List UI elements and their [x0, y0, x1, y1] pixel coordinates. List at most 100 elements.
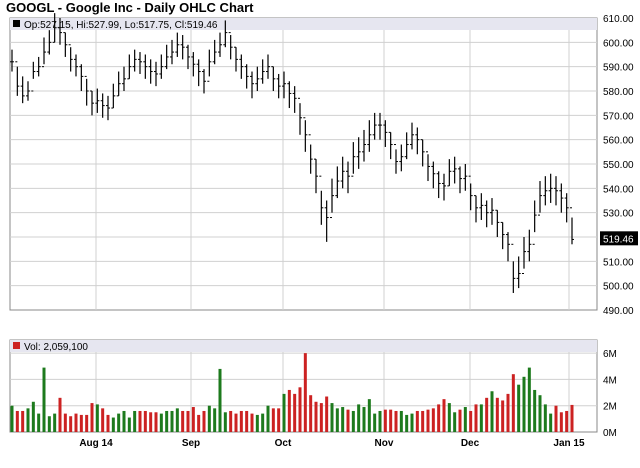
- volume-bar: [554, 405, 558, 432]
- volume-bar: [191, 407, 195, 432]
- volume-bar: [346, 409, 350, 432]
- volume-bar: [293, 393, 297, 432]
- volume-bar: [543, 404, 547, 432]
- volume-legend-swatch: [13, 342, 20, 349]
- price-bars: [10, 13, 574, 293]
- volume-bar: [405, 414, 409, 432]
- volume-bar: [325, 396, 329, 432]
- ohlc-legend: Op:527.15, Hi:527.99, Lo:517.75, Cl:519.…: [24, 20, 218, 31]
- volume-bar: [117, 413, 121, 432]
- volume-bar: [154, 412, 158, 432]
- volume-bar: [389, 409, 393, 432]
- x-tick-label: Oct: [275, 438, 292, 449]
- volume-bar: [437, 404, 441, 432]
- volume-bar: [463, 407, 467, 432]
- volume-bar: [399, 410, 403, 432]
- volume-bar: [58, 397, 62, 432]
- price-tick-label: 570.00: [603, 111, 634, 122]
- volume-bar: [85, 414, 89, 432]
- volume-bar: [239, 410, 243, 432]
- volume-panel-header: [10, 340, 597, 352]
- volume-bar: [565, 410, 569, 432]
- volume-tick-label: 2M: [603, 402, 617, 413]
- volume-bar: [138, 410, 142, 432]
- volume-bar: [341, 407, 345, 432]
- volume-bar: [26, 408, 30, 432]
- x-axis: Aug 14 Sep Oct Nov Dec Jan 15: [79, 438, 585, 449]
- volume-bar: [111, 417, 115, 432]
- volume-bar: [175, 408, 179, 432]
- volume-bar: [90, 403, 94, 432]
- volume-bar: [261, 413, 265, 432]
- volume-bar: [95, 404, 99, 432]
- volume-bar: [570, 404, 574, 432]
- volume-bar: [53, 413, 57, 432]
- volume-bar: [181, 410, 185, 432]
- price-tick-label: 490.00: [603, 306, 634, 317]
- volume-bar: [234, 413, 238, 432]
- last-price-box: [600, 231, 638, 246]
- volume-bar: [159, 413, 163, 432]
- ohlc-legend-swatch: [13, 20, 20, 27]
- volume-bar: [143, 410, 147, 432]
- price-tick-label: 500.00: [603, 282, 634, 293]
- volume-bar: [431, 408, 435, 432]
- volume-bar: [213, 408, 217, 432]
- volume-bar: [426, 409, 430, 432]
- volume-bar: [106, 414, 110, 432]
- volume-bar: [522, 376, 526, 432]
- price-axis: 610.00 600.00 590.00 580.00 570.00 560.00 550.…: [600, 14, 638, 317]
- volume-bar: [410, 413, 414, 432]
- x-tick-label: Dec: [461, 438, 480, 449]
- volume-bar: [362, 407, 366, 432]
- volume-bar: [527, 367, 531, 432]
- volume-bar: [447, 403, 451, 432]
- price-tick-label: 610.00: [603, 14, 634, 25]
- volume-bar: [250, 413, 254, 432]
- volume-bar: [133, 410, 137, 432]
- price-panel-header: [10, 18, 597, 30]
- volume-bar: [442, 399, 446, 432]
- volume-bar: [127, 417, 131, 432]
- volume-bars: [10, 353, 574, 432]
- x-tick-label: Jan 15: [553, 438, 585, 449]
- volume-tick-label: 6M: [603, 349, 617, 360]
- volume-bar: [202, 410, 206, 432]
- volume-bar: [21, 410, 25, 432]
- volume-bar: [207, 405, 211, 432]
- price-tick-label: 580.00: [603, 87, 634, 98]
- price-tick-label: 600.00: [603, 38, 634, 49]
- volume-bar: [287, 389, 291, 432]
- volume-bar: [255, 414, 259, 432]
- volume-bar: [149, 412, 153, 432]
- volume-bar: [511, 374, 515, 432]
- volume-bar: [186, 410, 190, 432]
- volume-bar: [501, 400, 505, 432]
- volume-bar: [170, 410, 174, 432]
- volume-bar: [469, 410, 473, 432]
- volume-legend: Vol: 2,059,100: [24, 342, 88, 353]
- volume-bar: [37, 413, 41, 432]
- x-tick-label: Nov: [375, 438, 394, 449]
- volume-bar: [47, 416, 51, 432]
- volume-bar: [223, 412, 227, 432]
- volume-tick-label: 4M: [603, 375, 617, 386]
- volume-bar: [218, 368, 222, 432]
- volume-bar: [74, 413, 78, 432]
- volume-bar: [31, 401, 35, 432]
- volume-bar: [330, 403, 334, 432]
- volume-bar: [42, 367, 46, 432]
- last-price-label: 519.46: [603, 234, 634, 245]
- volume-tick-label: 0M: [603, 428, 617, 439]
- volume-bar: [245, 410, 249, 432]
- volume-bar: [298, 387, 302, 432]
- volume-bar: [335, 408, 339, 432]
- volume-bar: [266, 405, 270, 432]
- price-tick-label: 550.00: [603, 160, 634, 171]
- volume-bar: [314, 401, 318, 432]
- volume-bar: [474, 404, 478, 432]
- volume-bar: [415, 410, 419, 432]
- volume-bar: [15, 410, 19, 432]
